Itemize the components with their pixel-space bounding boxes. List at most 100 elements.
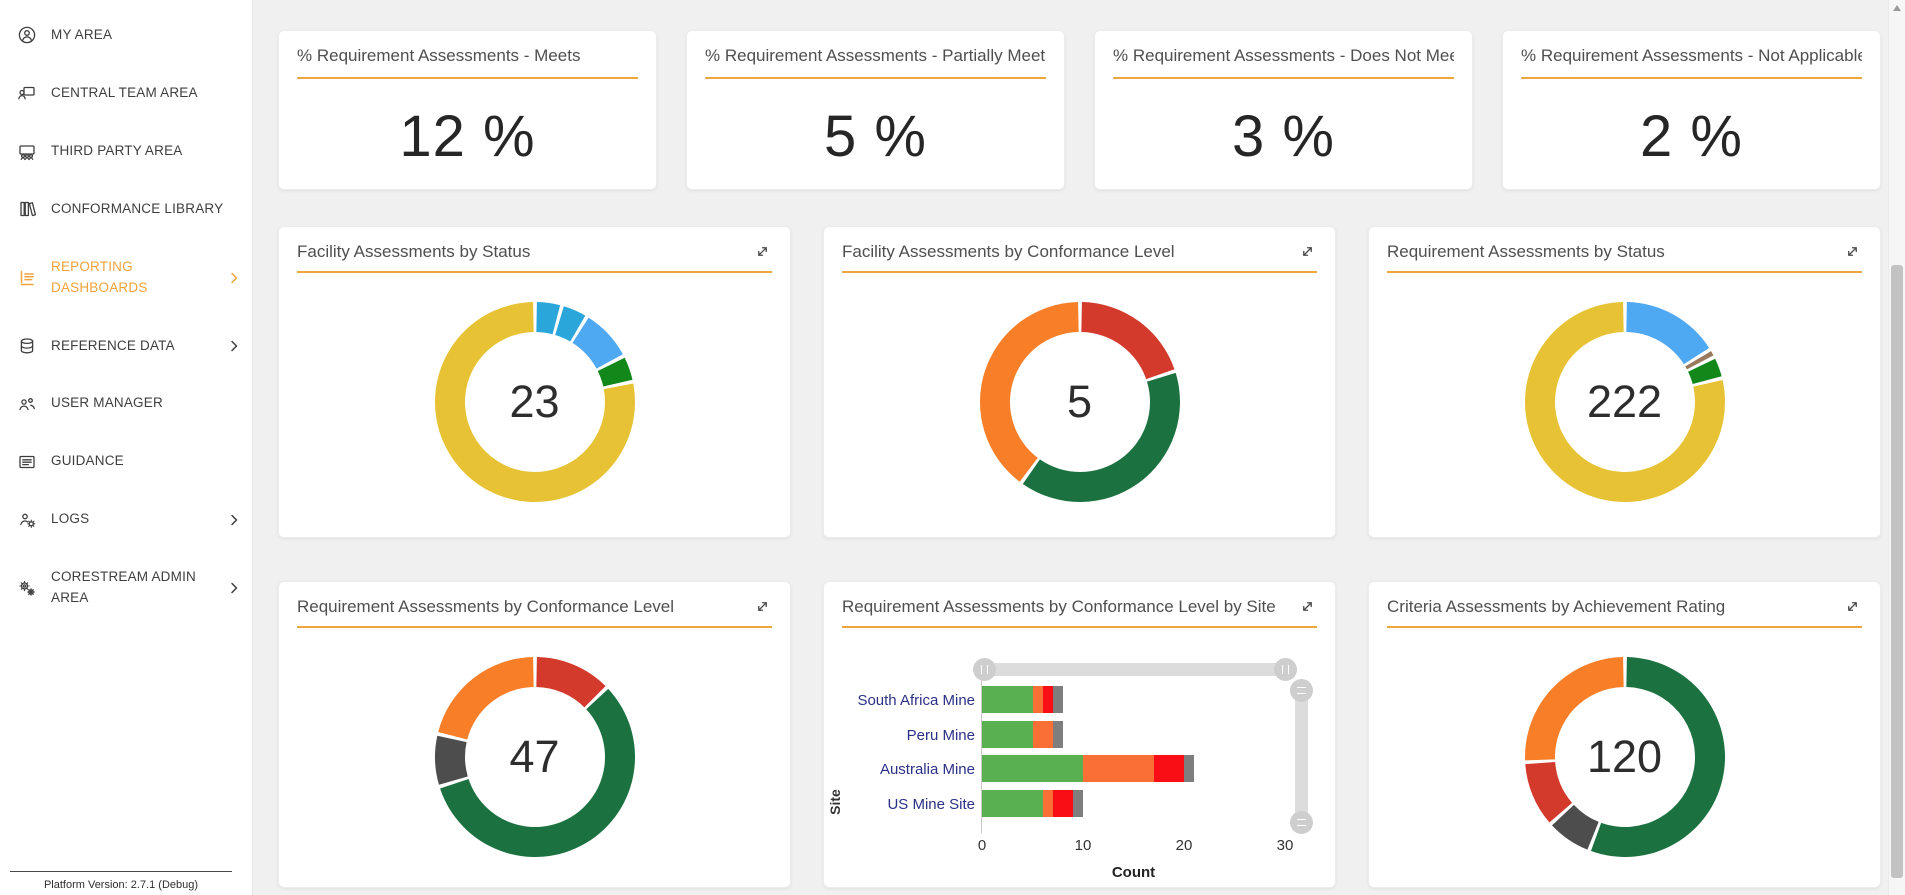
bar-segment[interactable] — [1184, 755, 1195, 783]
chart-title: Facility Assessments by Conformance Leve… — [842, 242, 1175, 261]
chart-card-header: Requirement Assessments by Conformance L… — [842, 597, 1317, 628]
slider-handle-left[interactable] — [973, 658, 996, 681]
chart-row-2: Requirement Assessments by Conformance L… — [278, 581, 1881, 888]
slider-handle-bottom[interactable] — [1290, 811, 1313, 834]
sidebar-item-label: THIRD PARTY AREA — [51, 142, 183, 158]
sidebar-item-conformance-library[interactable]: CONFORMANCE LIBRARY — [0, 199, 252, 220]
vertical-scrollbar[interactable] — [1888, 0, 1905, 895]
kpi-row: % Requirement Assessments - Meets 12 % %… — [278, 30, 1881, 190]
bar-chart[interactable]: Site South Africa Mine Peru Mine Australia… — [824, 639, 1335, 887]
bar-segment[interactable] — [1032, 720, 1053, 748]
expand-chart-button[interactable] — [1300, 244, 1315, 262]
donut-segment[interactable] — [1551, 804, 1599, 850]
donut-segment[interactable] — [535, 302, 560, 335]
bar-segment[interactable] — [1042, 686, 1053, 713]
bar-segment[interactable] — [982, 790, 1043, 818]
donut-chart[interactable]: 5 — [976, 298, 1184, 506]
sidebar-item-label: CONFORMANCE LIBRARY — [51, 200, 224, 216]
slider-track[interactable] — [1295, 686, 1308, 824]
donut-segment[interactable] — [597, 357, 632, 387]
donut-segment[interactable] — [439, 688, 635, 858]
expand-chart-button[interactable] — [1845, 244, 1860, 262]
bar-segment[interactable] — [1072, 790, 1083, 818]
donut-chart[interactable]: 23 — [431, 298, 639, 506]
kpi-value: 3 % — [1232, 104, 1335, 169]
chart-card-facility-conformance: Facility Assessments by Conformance Leve… — [823, 226, 1336, 538]
donut-segment[interactable] — [1524, 657, 1624, 761]
donut-segment[interactable] — [554, 306, 585, 342]
chevron-right-icon — [231, 340, 238, 352]
sidebar-item-label: LOGS — [51, 511, 90, 527]
donut-segment[interactable] — [1080, 302, 1174, 380]
bar-x-tick: 20 — [1175, 837, 1193, 854]
donut-segment[interactable] — [434, 735, 468, 785]
expand-icon — [758, 602, 767, 611]
sidebar-item-corestream-admin-area[interactable]: CORESTREAM ADMIN AREA — [0, 567, 252, 609]
donut-segment[interactable] — [437, 657, 534, 740]
donut-segment[interactable] — [1625, 302, 1709, 365]
sidebar-item-label: MY AREA — [51, 27, 113, 42]
kpi-card-not-applicable: % Requirement Assessments - Not Applicab… — [1502, 30, 1881, 190]
expand-chart-button[interactable] — [1300, 599, 1315, 617]
sidebar-item-guidance[interactable]: GUIDANCE — [0, 451, 252, 472]
donut-segment[interactable] — [1524, 762, 1572, 823]
bar-segment[interactable] — [1042, 790, 1053, 818]
donut-chart[interactable]: 47 — [431, 653, 639, 861]
donut-segment[interactable] — [535, 657, 606, 708]
expand-chart-button[interactable] — [755, 599, 770, 617]
bar-segment[interactable] — [1052, 686, 1063, 713]
donut-segment[interactable] — [979, 302, 1079, 482]
bar-segment[interactable] — [1052, 720, 1063, 748]
bar-segment[interactable] — [1083, 755, 1154, 783]
sidebar-item-third-party-area[interactable]: THIRD PARTY AREA — [0, 141, 252, 162]
bar-segment[interactable] — [982, 755, 1083, 783]
donut-chart[interactable]: 222 — [1521, 298, 1729, 506]
sidebar-item-label: GUIDANCE — [51, 453, 124, 469]
slider-handle-right[interactable] — [1274, 658, 1297, 681]
kpi-card-meets: % Requirement Assessments - Meets 12 % — [278, 30, 657, 190]
donut-chart[interactable]: 120 — [1521, 653, 1729, 861]
donut-segment[interactable] — [1524, 302, 1725, 503]
bar-segment[interactable] — [982, 720, 1033, 748]
sidebar-item-reporting-dashboards[interactable]: REPORTING DASHBOARDS — [0, 257, 252, 299]
chart-card-header: Facility Assessments by Status — [297, 242, 772, 273]
kpi-card-does-not-meet: % Requirement Assessments - Does Not Mee… — [1094, 30, 1473, 190]
person-circle-icon — [18, 27, 36, 44]
slider-handle-top[interactable] — [1290, 679, 1313, 702]
slider-track[interactable] — [984, 663, 1286, 676]
donut-segment[interactable] — [434, 302, 635, 503]
expand-chart-button[interactable] — [755, 244, 770, 262]
chart-row-1: Facility Assessments by Status 23 Facili… — [278, 226, 1881, 538]
expand-icon — [1848, 247, 1857, 256]
expand-chart-button[interactable] — [1845, 599, 1860, 617]
chart-card-header: Requirement Assessments by Conformance L… — [297, 597, 772, 628]
dashboard-content: % Requirement Assessments - Meets 12 % %… — [253, 0, 1905, 895]
chevron-right-icon — [231, 582, 238, 594]
chevron-right-icon — [231, 272, 238, 283]
donut-segment[interactable] — [1687, 358, 1722, 385]
bar-segment[interactable] — [1153, 755, 1184, 783]
library-books-icon — [20, 202, 37, 217]
donut-segment[interactable] — [1590, 657, 1725, 858]
sidebar-item-user-manager[interactable]: USER MANAGER — [0, 393, 252, 414]
sidebar-item-my-area[interactable]: MY AREA — [0, 25, 252, 46]
kpi-value: 12 % — [399, 104, 536, 169]
kpi-title: % Requirement Assessments - Meets — [297, 46, 638, 79]
bar-x-tick: 10 — [1074, 837, 1092, 854]
chart-card-conformance-by-site: Requirement Assessments by Conformance L… — [823, 581, 1336, 888]
donut-segment[interactable] — [1022, 372, 1180, 503]
scrollbar-thumb[interactable] — [1891, 265, 1903, 878]
bar-segment[interactable] — [1032, 686, 1043, 713]
bar-segment[interactable] — [1052, 790, 1073, 818]
donut-segment[interactable] — [1684, 351, 1713, 370]
sidebar-item-label: USER MANAGER — [51, 395, 163, 411]
chart-card-header: Facility Assessments by Conformance Leve… — [842, 242, 1317, 273]
scrollbar-up-arrow[interactable] — [1893, 5, 1901, 11]
bar-category-label: Peru Mine — [906, 726, 975, 744]
donut-segment[interactable] — [572, 317, 623, 369]
sidebar-item-central-team-area[interactable]: CENTRAL TEAM AREA — [0, 83, 252, 104]
kpi-value: 2 % — [1640, 104, 1743, 169]
bar-segment[interactable] — [982, 686, 1033, 713]
sidebar-item-logs[interactable]: LOGS — [0, 509, 252, 530]
sidebar-item-reference-data[interactable]: REFERENCE DATA — [0, 336, 252, 357]
